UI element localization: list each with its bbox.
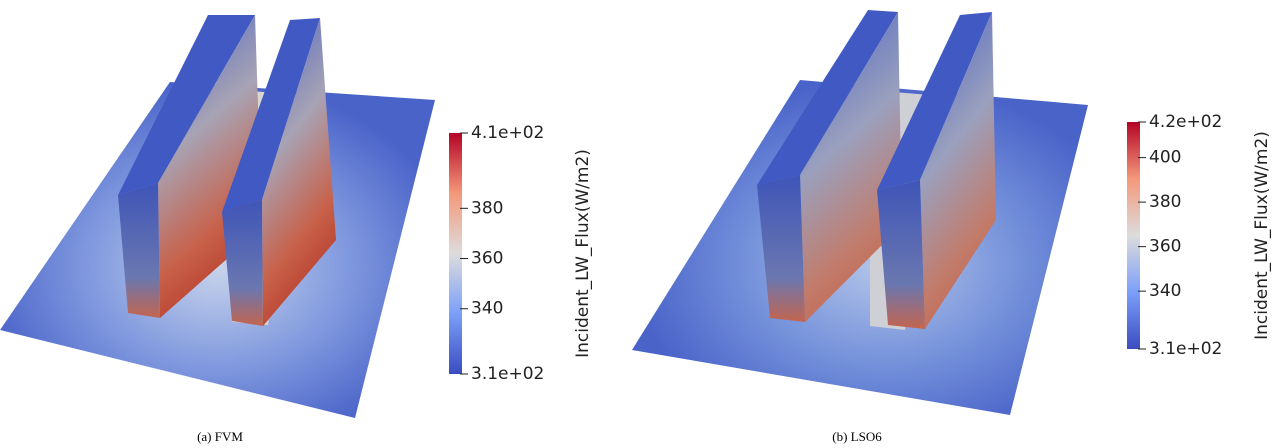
- caption: (b) LSO6: [832, 429, 882, 444]
- render-a: [0, 15, 435, 418]
- colorbar-tick-label: 360: [1149, 237, 1181, 257]
- colorbar-tick-label: 3.1e+02: [471, 364, 544, 384]
- colorbar-tick-label: 340: [471, 299, 503, 319]
- colorbar: [1127, 122, 1140, 349]
- colorbar-label: Incident_LW_Flux(W/m2): [1252, 131, 1272, 340]
- colorbar-tick-label: 4.2e+02: [1149, 112, 1222, 132]
- colorbar-tick-label: 340: [1149, 281, 1181, 301]
- colorbar-label: Incident_LW_Flux(W/m2): [573, 149, 593, 358]
- colorbar: [449, 133, 462, 374]
- colorbar-tick-label: 360: [471, 249, 503, 269]
- colorbar-tick-label: 400: [1149, 148, 1181, 168]
- colorbar-tick-label: 4.1e+02: [471, 123, 544, 143]
- colorbar-tick-label: 380: [1149, 192, 1181, 212]
- render-b: [632, 10, 1088, 415]
- colorbar-tick-label: 380: [471, 198, 503, 218]
- colorbar-tick-label: 3.1e+02: [1149, 339, 1222, 359]
- caption: (a) FVM: [197, 429, 243, 444]
